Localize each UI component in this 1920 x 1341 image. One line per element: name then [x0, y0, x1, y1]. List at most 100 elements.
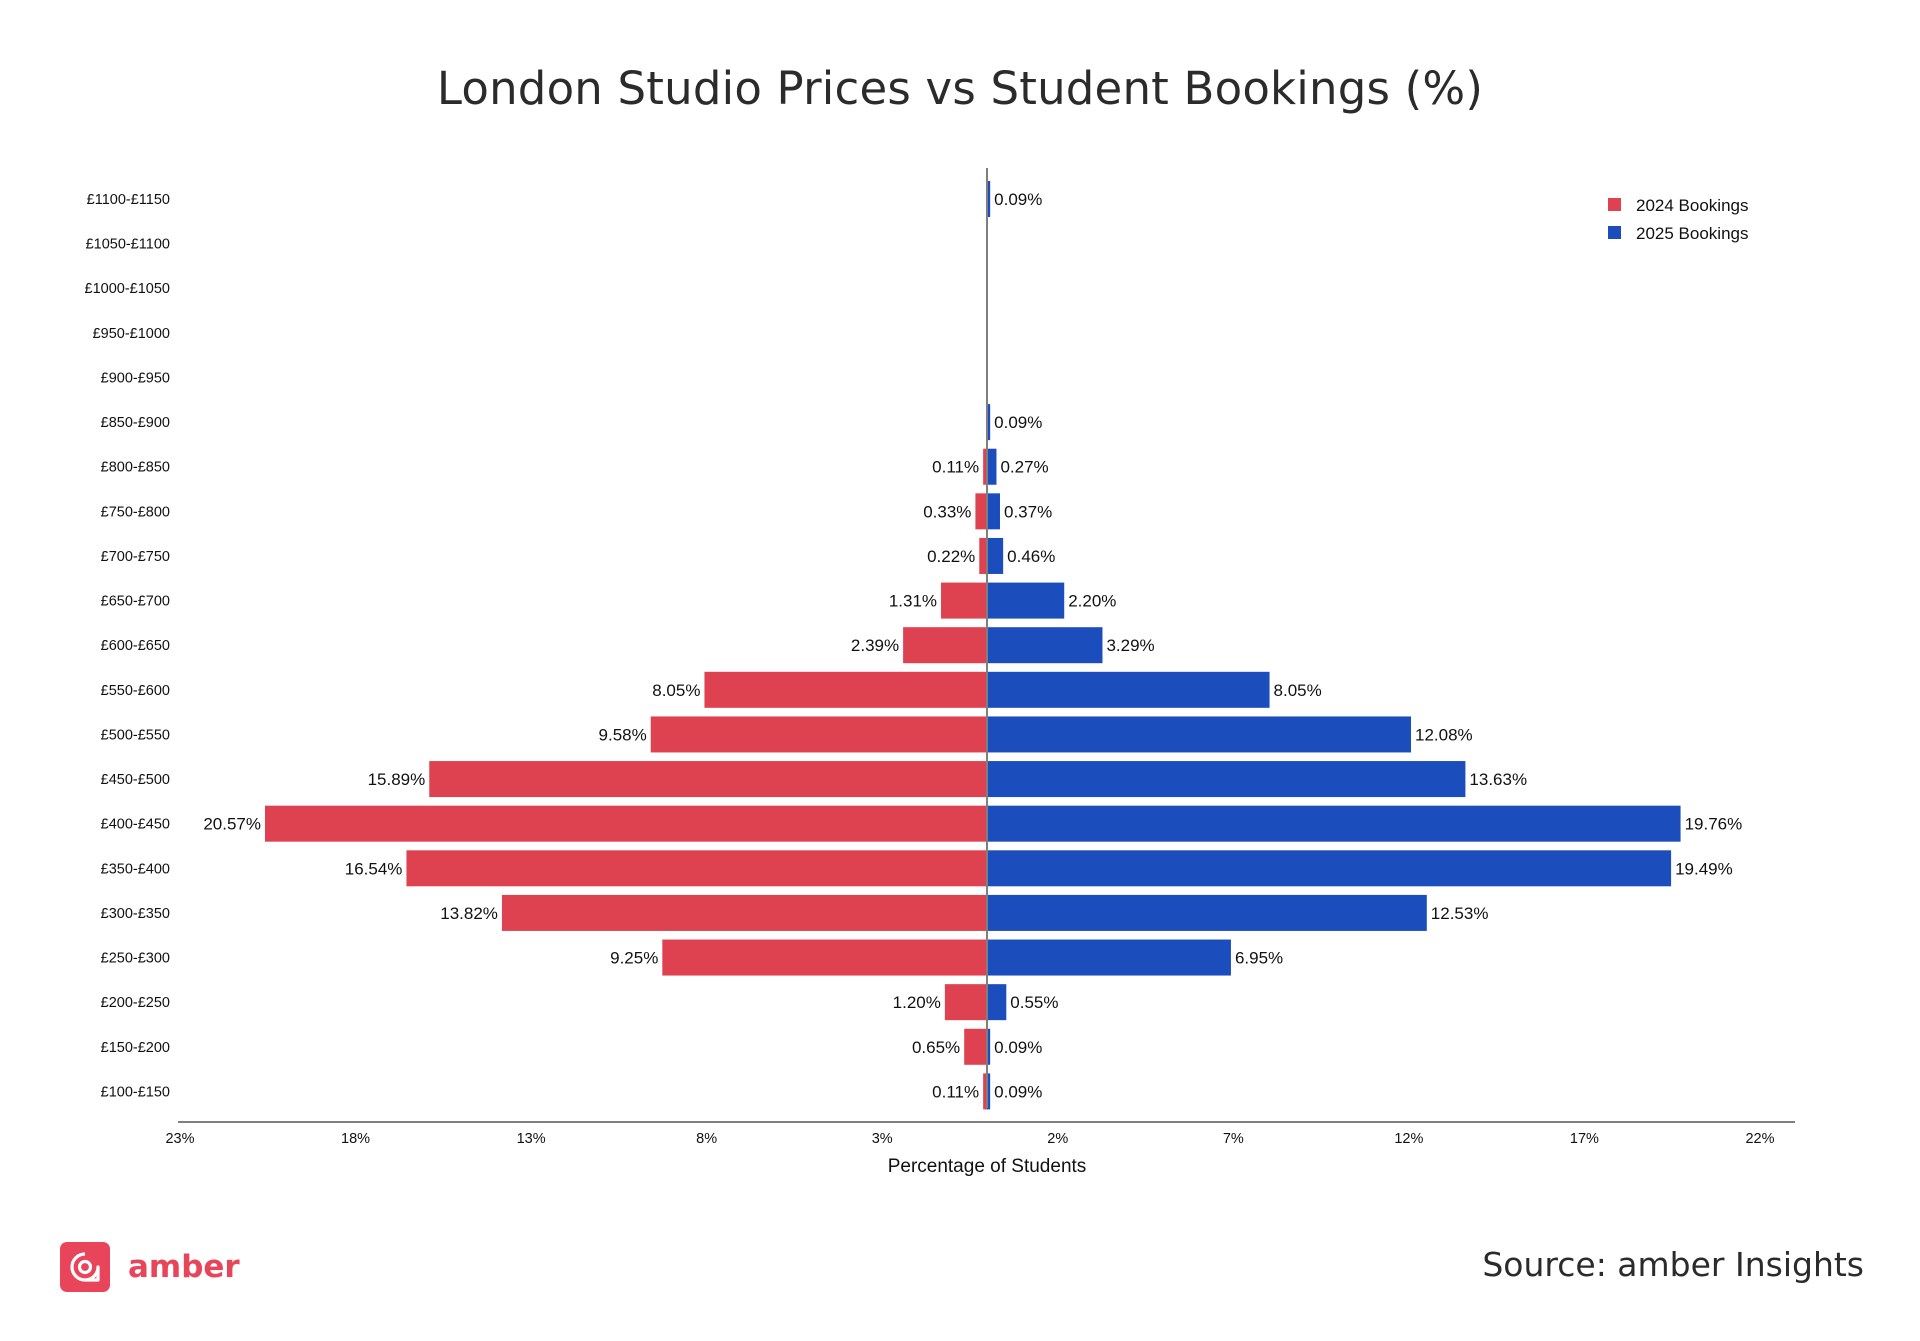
data-label-2025: 3.29%	[1106, 636, 1154, 655]
x-tick-label: 22%	[1745, 1131, 1774, 1147]
bar-2024	[903, 627, 987, 664]
bar-2024	[406, 850, 987, 887]
data-label-2025: 0.09%	[994, 413, 1042, 432]
category-label: £450-£500	[101, 772, 170, 788]
bar-2025	[987, 716, 1412, 753]
category-label: £750-£800	[101, 504, 170, 520]
category-label: £1100-£1150	[87, 192, 170, 208]
data-label-2025: 12.08%	[1415, 725, 1473, 744]
data-label-2024: 1.31%	[889, 592, 937, 611]
category-label: £200-£250	[101, 995, 170, 1011]
bar-2025	[987, 582, 1065, 619]
category-label: £250-£300	[101, 951, 170, 967]
category-label: £600-£650	[101, 638, 170, 654]
category-label: £300-£350	[101, 906, 170, 922]
data-label-2024: 16.54%	[345, 859, 403, 878]
bar-2024	[941, 582, 987, 619]
bar-2025	[987, 984, 1007, 1021]
bar-2024	[650, 716, 987, 753]
data-label-2025: 13.63%	[1469, 770, 1527, 789]
x-tick-label: 8%	[696, 1131, 717, 1147]
x-tick-label: 23%	[165, 1131, 194, 1147]
x-axis-title: Percentage of Students	[888, 1156, 1087, 1177]
bar-2024	[662, 939, 987, 976]
x-tick-label: 3%	[872, 1131, 893, 1147]
data-label-2024: 8.05%	[652, 681, 700, 700]
data-label-2024: 2.39%	[851, 636, 899, 655]
x-tick-label: 18%	[341, 1131, 370, 1147]
legend-swatch-2025	[1608, 226, 1621, 239]
data-label-2025: 0.09%	[994, 190, 1042, 209]
bar-2024	[264, 805, 987, 842]
data-label-2024: 0.11%	[932, 458, 979, 477]
x-tick-label: 2%	[1047, 1131, 1068, 1147]
series-2024-bars	[264, 448, 987, 1110]
category-label: £100-£150	[101, 1084, 170, 1100]
data-label-2025: 19.49%	[1675, 859, 1733, 878]
bar-2024	[979, 537, 987, 574]
bar-2024	[983, 448, 987, 485]
source-note: Source: amber Insights	[1482, 1245, 1864, 1284]
bar-2025	[987, 181, 991, 217]
legend-swatch-2024	[1608, 198, 1621, 211]
data-label-2025: 8.05%	[1274, 681, 1322, 700]
chat-bubble-icon	[60, 1242, 110, 1292]
legend-label-2024: 2024 Bookings	[1636, 196, 1748, 215]
category-label: £950-£1000	[93, 326, 170, 342]
bar-2025	[987, 404, 991, 441]
data-label-2025: 12.53%	[1431, 904, 1489, 923]
bar-2025	[987, 493, 1000, 530]
x-tick-label: 13%	[517, 1131, 546, 1147]
bar-2025	[987, 805, 1681, 842]
data-label-2024: 0.65%	[912, 1038, 960, 1057]
legend: 2024 Bookings 2025 Bookings	[1608, 196, 1748, 243]
value-labels: 0.09% 0.09% 0.11% 0.27% 0.33% 0.37% 0.22% 0.46%…	[203, 190, 1742, 1101]
category-label: £550-£600	[101, 683, 170, 699]
data-label-2025: 0.46%	[1007, 547, 1055, 566]
data-label-2025: 0.27%	[1000, 458, 1048, 477]
bar-2025	[987, 1028, 991, 1065]
data-label-2025: 0.09%	[994, 1082, 1042, 1101]
bar-2024	[429, 761, 987, 798]
bar-2025	[987, 627, 1103, 664]
data-label-2024: 1.20%	[893, 993, 941, 1012]
data-label-2024: 9.58%	[599, 725, 647, 744]
data-label-2024: 20.57%	[203, 815, 261, 834]
bar-2024	[944, 984, 987, 1021]
bar-2024	[975, 493, 987, 530]
category-label: £650-£700	[101, 594, 170, 610]
data-label-2025: 6.95%	[1235, 949, 1283, 968]
x-tick-label: 12%	[1394, 1131, 1423, 1147]
data-label-2024: 15.89%	[368, 770, 426, 789]
bar-2024	[983, 1073, 987, 1110]
category-label: £500-£550	[101, 727, 170, 743]
bar-2025	[987, 850, 1672, 887]
x-tick-label: 7%	[1223, 1131, 1244, 1147]
category-label: £150-£200	[101, 1040, 170, 1056]
x-tick-labels: 23% 18% 13% 8% 3% 2% 7% 12% 17% 22%	[165, 1131, 1774, 1147]
category-label: £900-£950	[101, 370, 170, 386]
legend-label-2025: 2025 Bookings	[1636, 224, 1748, 243]
diverging-bar-chart: £1100-£1150 £1050-£1100 £1000-£1050 £950-£1…	[85, 168, 1795, 1177]
data-label-2024: 13.82%	[440, 904, 498, 923]
brand-logo[interactable]: amber	[60, 1242, 240, 1292]
data-label-2024: 9.25%	[610, 949, 658, 968]
bar-2024	[501, 894, 987, 931]
data-label-2025: 0.37%	[1004, 502, 1052, 521]
category-label: £350-£400	[101, 861, 170, 877]
category-label: £700-£750	[101, 549, 170, 565]
bar-2025	[987, 761, 1466, 798]
bar-2025	[987, 448, 997, 485]
data-label-2024: 0.33%	[923, 502, 971, 521]
bar-2024	[964, 1028, 987, 1065]
data-label-2025: 2.20%	[1068, 592, 1116, 611]
data-label-2025: 0.55%	[1010, 993, 1058, 1012]
bar-2025	[987, 894, 1427, 931]
data-label-2024: 0.11%	[932, 1082, 979, 1101]
category-label: £800-£850	[101, 460, 170, 476]
category-labels: £1100-£1150 £1050-£1100 £1000-£1050 £950-£1…	[85, 192, 170, 1100]
series-2025-bars	[987, 181, 1681, 1110]
data-label-2025: 19.76%	[1685, 815, 1743, 834]
data-label-2025: 0.09%	[994, 1038, 1042, 1057]
bar-2025	[987, 537, 1004, 574]
